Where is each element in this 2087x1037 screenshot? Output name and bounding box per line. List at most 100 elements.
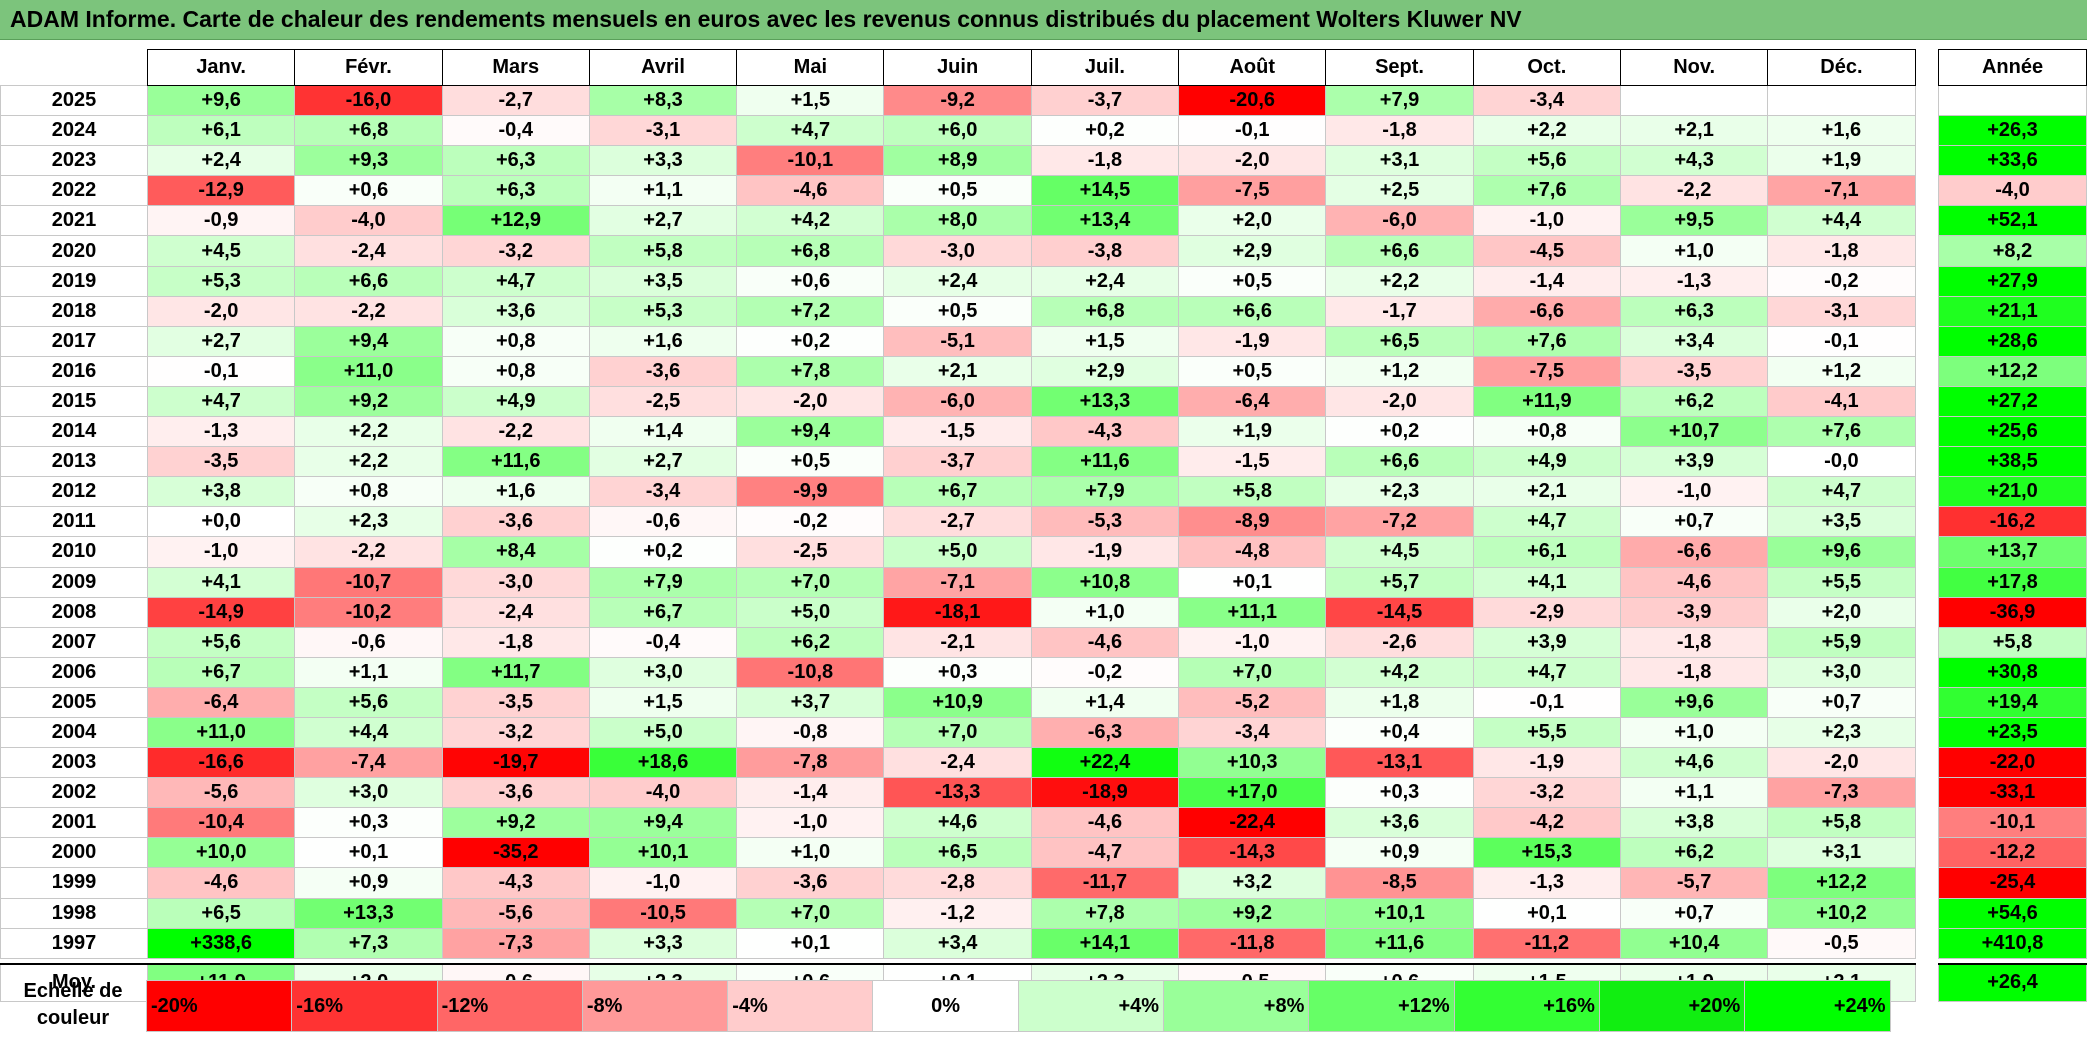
color-scale-step: +8% [1163,980,1310,1032]
heatmap-cell: +3,5 [588,265,738,297]
heatmap-cell: -3,5 [146,446,296,478]
annual-cell: +25,6 [1938,416,2087,448]
heatmap-cell: +1,1 [1619,777,1769,809]
heatmap-cell: +4,7 [1767,476,1916,508]
heatmap-cell: -7,1 [883,566,1032,598]
heatmap-cell: +2,2 [1325,265,1474,297]
year-label: 2000 [0,837,148,869]
heatmap-cell [1619,84,1769,117]
month-header: Sept. [1325,49,1474,86]
heatmap-cell: -1,0 [588,867,738,899]
heatmap-cell: +0,3 [294,807,443,839]
heatmap-cell: -14,3 [1178,837,1327,869]
heatmap-cell: -6,6 [1619,536,1769,568]
heatmap-cell: -6,4 [146,686,296,718]
heatmap-cell: -3,2 [441,716,590,749]
heatmap-cell: -1,3 [1472,867,1621,899]
heatmap-cell: +14,5 [1030,175,1180,207]
heatmap-cell: -2,2 [441,416,590,448]
heatmap-cell: -2,2 [294,536,443,568]
annual-cell [1938,84,2087,117]
heatmap-cell: +2,4 [1030,265,1180,297]
heatmap-cell: -2,0 [1767,747,1916,779]
heatmap-row: 2024 +6,1 +6,8 -0,4 -3,1 +4,7 +6,0 +0,2 -0,1 -1,8… [0,115,1916,147]
heatmap-cell: -3,6 [441,777,590,809]
heatmap-cell: -0,0 [1767,446,1916,478]
heatmap-cell: +0,8 [441,325,590,357]
heatmap-cell: +3,9 [1619,446,1769,478]
heatmap-cell: +1,5 [736,84,885,117]
heatmap-cell: +8,0 [883,205,1032,237]
heatmap-cell: +0,8 [294,476,443,508]
annual-cell: +410,8 [1938,927,2087,959]
month-header: Août [1178,49,1327,86]
annual-cell: -16,2 [1938,506,2087,538]
heatmap-cell: -6,3 [1030,716,1180,749]
heatmap-cell: +2,5 [1325,175,1474,207]
heatmap-cell: -3,5 [441,686,590,718]
heatmap-cell: +3,6 [441,295,590,327]
heatmap-cell: +7,8 [736,355,885,387]
heatmap-cell: -4,7 [1030,837,1180,869]
heatmap-cell: -4,3 [441,867,590,899]
heatmap-cell: +9,4 [588,807,738,839]
heatmap-cell: +5,3 [146,265,296,297]
heatmap-cell: +11,6 [441,446,590,478]
heatmap-cell: +13,3 [294,897,443,929]
heatmap-cell: +5,6 [294,686,443,718]
heatmap-cell: +5,8 [1767,807,1916,839]
year-label: 2015 [0,385,148,418]
heatmap-row: 2015 +4,7 +9,2 +4,9 -2,5 -2,0 -6,0 +13,3 -6,4 -2,… [0,385,1916,418]
heatmap-row: 2012 +3,8 +0,8 +1,6 -3,4 -9,9 +6,7 +7,9 +5,8 +2,3… [0,476,1916,508]
heatmap-cell: -11,8 [1178,927,1327,959]
heatmap-cell: +5,0 [588,716,738,749]
year-label: 2021 [0,205,148,237]
heatmap-cell: +0,9 [1325,837,1474,869]
heatmap-cell: -2,2 [294,295,443,327]
heatmap-cell: +10,9 [883,686,1032,718]
year-label: 2013 [0,446,148,478]
color-scale-step: +4% [1017,980,1165,1032]
heatmap-cell: +3,3 [588,145,738,177]
heatmap-cell: +1,1 [294,656,443,688]
heatmap-cell: -2,8 [883,867,1032,899]
heatmap-row: 2003 -16,6 -7,4 -19,7 +18,6 -7,8 -2,4 +22,4 +10,… [0,747,1916,779]
heatmap-cell: +0,1 [736,927,885,959]
heatmap-cell: -0,6 [294,626,443,658]
annual-cell: +12,2 [1938,355,2087,387]
heatmap-cell: +9,6 [1767,536,1916,568]
heatmap-cell: -3,6 [588,355,738,387]
heatmap-cell: +11,1 [1178,596,1327,628]
heatmap-cell: +0,5 [1178,265,1327,297]
heatmap-cell: +7,0 [1178,656,1327,688]
heatmap-cell: +4,5 [146,235,296,267]
heatmap-cell: -3,6 [736,867,885,899]
heatmap-cell: +2,0 [1178,205,1327,237]
heatmap-cell: -6,6 [1472,295,1621,327]
heatmap-cell: -4,0 [294,205,443,237]
heatmap-cell: -4,6 [1619,566,1769,598]
heatmap-cell: +9,2 [294,385,443,418]
heatmap-cell: +0,6 [736,265,885,297]
heatmap-cell: -3,0 [441,566,590,598]
year-label: 2001 [0,807,148,839]
heatmap-cell: +0,6 [294,175,443,207]
heatmap-cell: +10,1 [1325,897,1474,929]
heatmap-cell: -1,3 [1619,265,1769,297]
heatmap-cell: +1,0 [736,837,885,869]
heatmap-cell: +0,7 [1619,506,1769,538]
heatmap-cell: +0,5 [1178,355,1327,387]
heatmap-row: 2020 +4,5 -2,4 -3,2 +5,8 +6,8 -3,0 -3,8 +2,9 +6,6… [0,235,1916,267]
heatmap-cell [1767,84,1916,117]
heatmap-cell: -18,1 [883,596,1032,628]
color-scale-step: -4% [727,980,874,1032]
heatmap-cell: +6,8 [294,115,443,147]
heatmap-cell: -10,5 [588,897,738,929]
heatmap-cell: -0,4 [588,626,738,658]
heatmap-cell: -0,2 [1030,656,1180,688]
heatmap-cell: +2,7 [588,446,738,478]
heatmap-cell: -2,9 [1472,596,1621,628]
heatmap-cell: +13,4 [1030,205,1180,237]
heatmap-cell: -0,1 [1178,115,1327,147]
heatmap-cell: -10,2 [294,596,443,628]
